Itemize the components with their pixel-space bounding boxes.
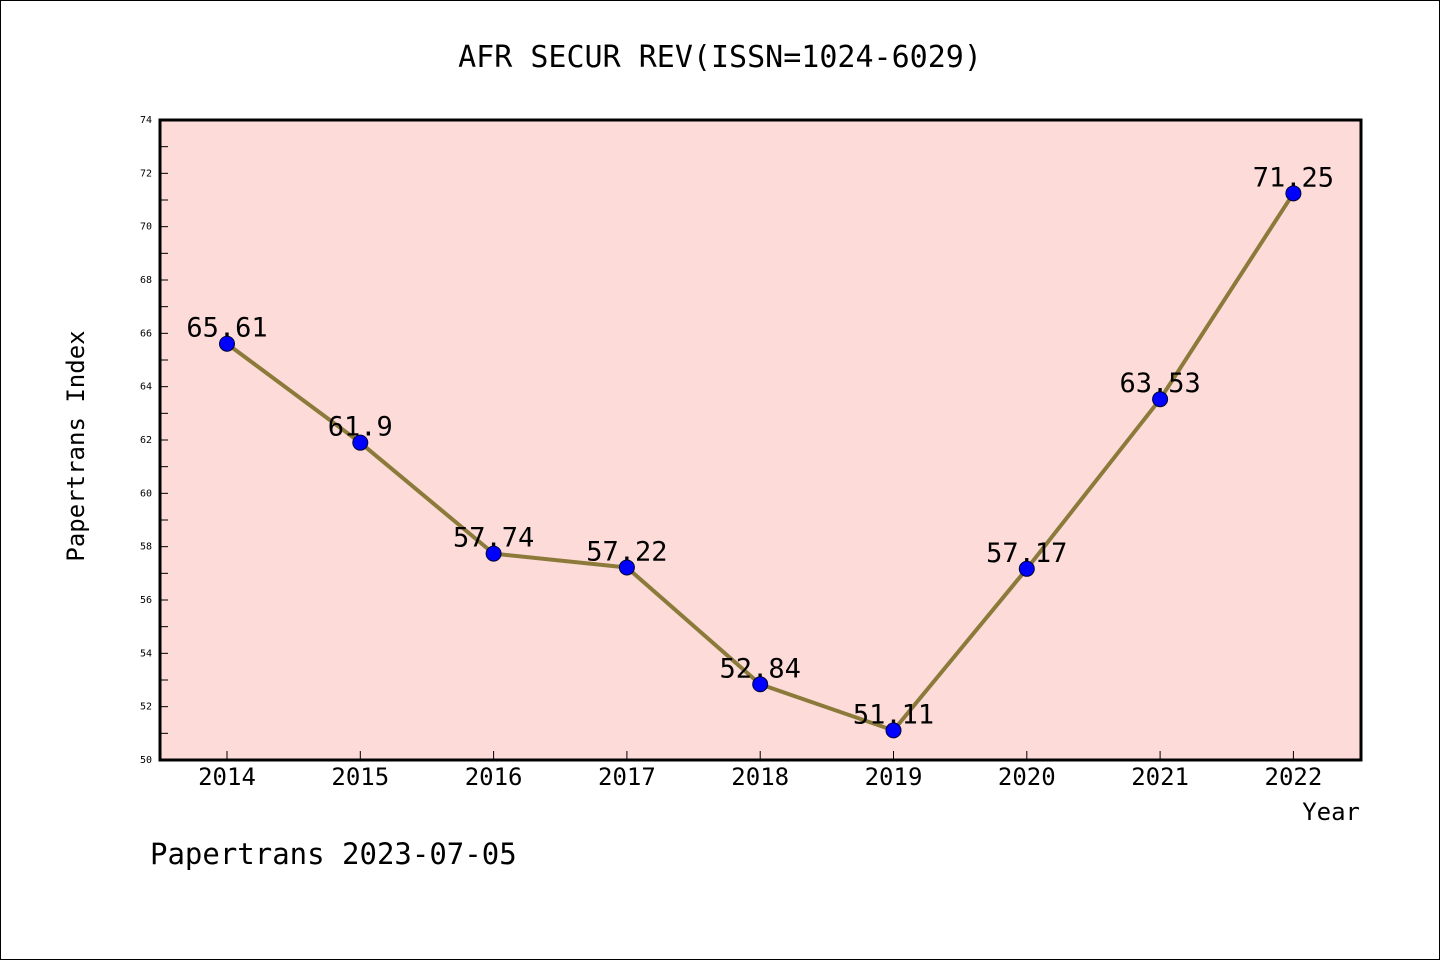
data-point <box>885 722 902 739</box>
y-tick-label: 50 <box>140 755 152 766</box>
x-tick-label: 2018 <box>731 763 789 791</box>
x-tick-label: 2019 <box>865 763 923 791</box>
y-axis-title: Papertrans Index <box>62 330 90 561</box>
y-tick-label: 64 <box>140 382 152 393</box>
y-tick-label: 56 <box>140 595 152 606</box>
footer-stamp: Papertrans 2023-07-05 <box>150 837 517 871</box>
x-tick-label: 2015 <box>331 763 389 791</box>
plot-border <box>158 118 1363 762</box>
x-tick-label: 2020 <box>998 763 1056 791</box>
y-tick-label: 68 <box>140 275 152 286</box>
y-tick-label: 66 <box>140 328 152 339</box>
data-point <box>1285 185 1302 202</box>
y-tick-label: 58 <box>140 542 152 553</box>
data-point <box>752 676 769 693</box>
x-tick-label: 2016 <box>465 763 523 791</box>
y-tick-label: 72 <box>140 168 152 179</box>
x-tick-label: 2022 <box>1265 763 1323 791</box>
y-tick-label: 54 <box>140 648 152 659</box>
x-tick-label: 2021 <box>1131 763 1189 791</box>
y-tick-label: 52 <box>140 702 152 713</box>
data-point <box>1018 560 1035 577</box>
data-point <box>1152 391 1169 408</box>
data-point <box>219 335 235 352</box>
plot-area: 50 52 54 56 58 60 62 64 66 68 70 72 74 2014 2015 2016 20… <box>140 115 1363 791</box>
x-tick-label: 2017 <box>598 763 656 791</box>
y-tick-label: 74 <box>140 115 152 126</box>
x-axis-title: Year <box>1302 798 1360 826</box>
y-tick-label: 70 <box>140 222 152 233</box>
data-point <box>618 559 635 576</box>
y-tick-label: 60 <box>140 488 152 499</box>
chart-title: AFR SECUR REV(ISSN=1024-6029) <box>458 40 982 75</box>
y-tick-label: 62 <box>140 435 152 446</box>
x-tick-label: 2014 <box>198 763 256 791</box>
data-point <box>352 434 369 451</box>
data-point <box>485 545 502 562</box>
